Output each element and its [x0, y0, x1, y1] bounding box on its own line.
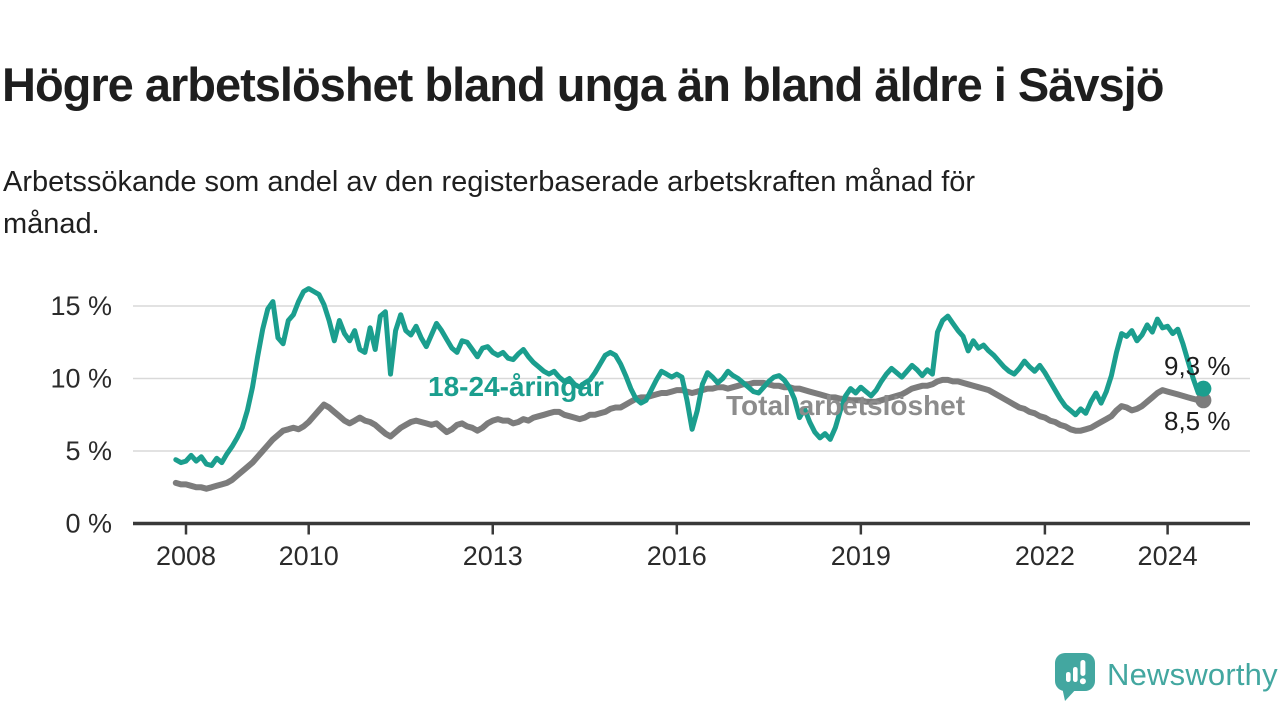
series-endpoint-18-24-aringar — [1195, 380, 1212, 397]
y-axis-label-15: 15 % — [50, 291, 112, 321]
series-line-18-24-aringar — [173, 286, 1206, 468]
x-axis-label-2013: 2013 — [463, 541, 523, 571]
series-label-18-24-aringar: 18-24-åringar — [428, 371, 604, 402]
chart-subtitle-line1: Arbetssökande som andel av den registerb… — [3, 166, 976, 198]
x-axis-label-2024: 2024 — [1138, 541, 1198, 571]
series-endpoint-total-arbetsloshet — [1195, 392, 1212, 409]
x-axis-label-2019: 2019 — [831, 541, 891, 571]
newsworthy-logo-text: Newsworthy — [1107, 657, 1278, 692]
end-value-label-total-arbetsloshet: 8,5 % — [1164, 406, 1231, 436]
chart-subtitle-line2: månad. — [3, 208, 100, 240]
y-axis-label-0: 0 % — [65, 509, 112, 539]
chart-title: Högre arbetslöshet bland unga än bland ä… — [2, 58, 1164, 112]
x-axis-label-2016: 2016 — [647, 541, 707, 571]
y-axis-label-10: 10 % — [50, 364, 112, 394]
x-axis-label-2008: 2008 — [156, 541, 216, 571]
chart-subtitle: Arbetssökande som andel av den registerb… — [3, 161, 975, 245]
y-axis-label-5: 5 % — [65, 436, 112, 466]
series-line-total-arbetsloshet — [172, 376, 1207, 492]
x-axis-label-2010: 2010 — [279, 541, 339, 571]
x-axis-label-2022: 2022 — [1015, 541, 1075, 571]
end-value-label-18-24-aringar: 9,3 % — [1164, 351, 1231, 381]
newsworthy-logo: Newsworthy — [1054, 652, 1278, 702]
series-label-total-arbetsloshet: Total arbetslöshet — [726, 390, 965, 421]
newsworthy-logo-icon — [1055, 653, 1095, 701]
